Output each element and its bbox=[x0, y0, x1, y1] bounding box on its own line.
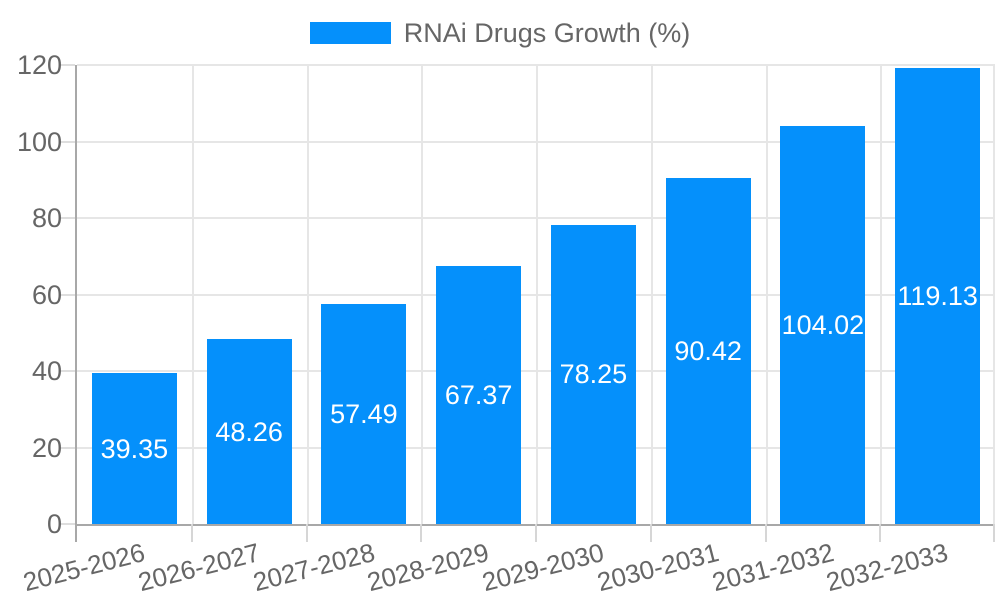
y-axis-label: 100 bbox=[16, 126, 62, 157]
x-axis-tick bbox=[879, 524, 882, 542]
bar-value-label: 48.26 bbox=[215, 416, 283, 447]
x-axis-label: 2030-2031 bbox=[593, 537, 722, 598]
x-axis-tick bbox=[75, 524, 77, 542]
bar-value-label: 67.37 bbox=[444, 380, 513, 411]
y-axis-tick bbox=[59, 217, 75, 219]
y-axis-label: 80 bbox=[31, 203, 62, 233]
y-axis-tick bbox=[59, 64, 75, 66]
y-axis-tick bbox=[59, 370, 75, 372]
x-axis-tick bbox=[190, 524, 193, 542]
bar-value-label: 90.42 bbox=[674, 336, 742, 367]
y-axis-tick bbox=[59, 523, 75, 525]
bar-value-label: 119.13 bbox=[897, 281, 978, 312]
x-gridline bbox=[993, 65, 995, 524]
bar-2030-2031[interactable]: 90.42 bbox=[665, 178, 751, 524]
y-axis-tick bbox=[59, 140, 75, 143]
x-axis-tick bbox=[535, 524, 537, 542]
x-gridline bbox=[306, 65, 309, 524]
bar-2031-2032[interactable]: 104.02 bbox=[780, 126, 866, 524]
bar-value-label: 104.02 bbox=[781, 310, 865, 341]
bar-value-label: 39.35 bbox=[100, 433, 169, 464]
x-gridline bbox=[880, 65, 883, 524]
y-axis-tick bbox=[59, 446, 75, 449]
x-axis-label: 2026-2027 bbox=[134, 537, 263, 598]
bar-value-label: 78.25 bbox=[559, 359, 628, 390]
bar-2025-2026[interactable]: 39.35 bbox=[91, 373, 177, 524]
x-axis-tick bbox=[305, 524, 308, 542]
x-axis-tick bbox=[764, 524, 767, 542]
x-gridline bbox=[765, 65, 768, 524]
y-axis-label: 120 bbox=[16, 50, 62, 80]
y-axis-tick bbox=[59, 293, 75, 296]
x-gridline bbox=[536, 65, 538, 524]
x-axis-label: 2025-2026 bbox=[19, 537, 148, 598]
bar-2028-2029[interactable]: 67.37 bbox=[436, 266, 522, 524]
legend-swatch-icon bbox=[309, 22, 391, 44]
y-axis-label: 40 bbox=[31, 356, 62, 386]
x-gridline bbox=[191, 65, 194, 524]
x-axis-label: 2029-2030 bbox=[478, 537, 607, 598]
x-axis-tick bbox=[993, 524, 995, 542]
x-gridline bbox=[650, 65, 653, 524]
y-axis-label: 0 bbox=[46, 509, 62, 539]
legend-label: RNAi Drugs Growth (%) bbox=[403, 18, 691, 48]
y-axis-label: 60 bbox=[31, 279, 62, 310]
bar-value-label: 57.49 bbox=[330, 399, 398, 430]
y-axis-label: 20 bbox=[31, 432, 62, 463]
x-axis-label: 2032-2033 bbox=[823, 537, 952, 598]
x-axis-tick bbox=[420, 524, 423, 542]
x-axis-label: 2031-2032 bbox=[708, 537, 837, 598]
x-axis-tick bbox=[649, 524, 652, 542]
x-axis-label: 2027-2028 bbox=[249, 537, 378, 598]
bar-2029-2030[interactable]: 78.25 bbox=[550, 224, 636, 524]
chart-legend-item[interactable]: RNAi Drugs Growth (%) bbox=[0, 18, 1000, 48]
bar-2032-2033[interactable]: 119.13 bbox=[895, 68, 981, 524]
x-gridline bbox=[421, 65, 424, 524]
bar-2027-2028[interactable]: 57.49 bbox=[321, 304, 407, 524]
plot-area: 39.35 48.26 57.49 67.37 78.25 90.42 104.02 119.… bbox=[59, 64, 995, 542]
bar-2026-2027[interactable]: 48.26 bbox=[206, 339, 292, 524]
x-axis-label: 2028-2029 bbox=[364, 537, 493, 598]
